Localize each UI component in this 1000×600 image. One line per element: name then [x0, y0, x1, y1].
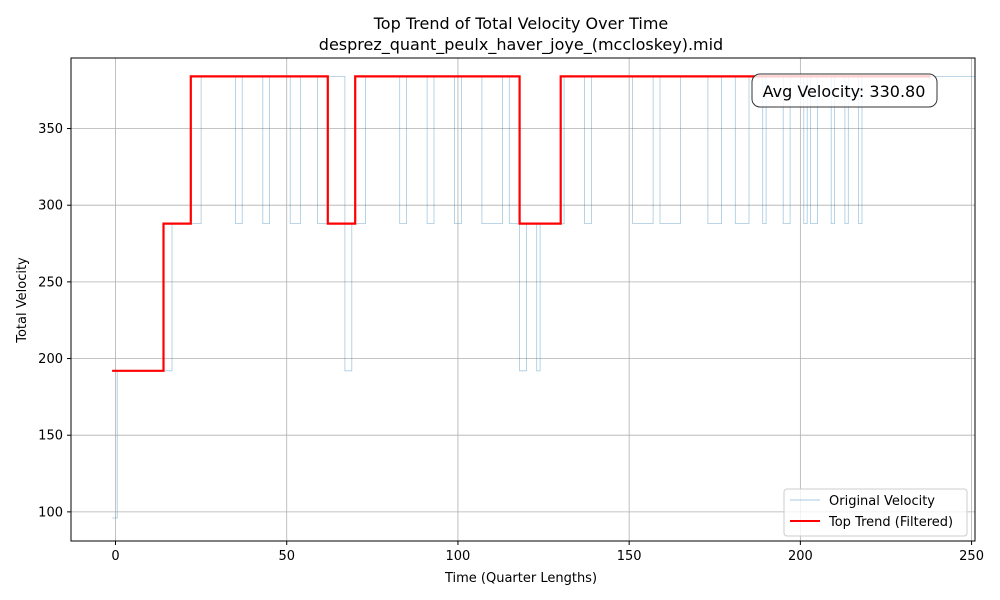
x-tick-label: 150	[617, 549, 642, 564]
legend-label-top-trend: Top Trend (Filtered)	[828, 515, 953, 530]
y-tick-label: 200	[38, 352, 63, 367]
axis-ticks: 0 50 100 150 200 250 100 150 200 250 300 350	[38, 122, 984, 564]
series-top-trend-line	[112, 75, 931, 372]
x-tick-label: 0	[111, 549, 119, 564]
x-tick-label: 250	[959, 549, 984, 564]
chart-subtitle: desprez_quant_peulx_haver_joye_(mccloske…	[319, 35, 723, 55]
y-tick-label: 350	[38, 122, 63, 137]
avg-velocity-text: Avg Velocity: 330.80	[763, 82, 926, 101]
x-tick-label: 200	[788, 549, 813, 564]
legend: Original Velocity Top Trend (Filtered)	[783, 488, 968, 537]
y-tick-label: 250	[38, 275, 63, 290]
axes-frame	[70, 57, 976, 542]
grid	[71, 58, 975, 541]
x-tick-label: 100	[446, 549, 471, 564]
series-original-velocity-line	[112, 76, 975, 519]
y-tick-label: 150	[38, 429, 63, 444]
plot-frame	[70, 57, 976, 542]
y-axis-label: Total Velocity	[15, 257, 30, 344]
chart-title: Top Trend of Total Velocity Over Time	[373, 14, 669, 33]
x-tick-label: 50	[278, 549, 295, 564]
y-tick-label: 300	[38, 199, 63, 214]
legend-label-original: Original Velocity	[829, 494, 935, 509]
avg-velocity-annotation: Avg Velocity: 330.80	[751, 73, 938, 108]
x-axis-label: Time (Quarter Lengths)	[444, 571, 597, 586]
y-tick-label: 100	[38, 505, 63, 520]
plot-series	[112, 75, 975, 519]
